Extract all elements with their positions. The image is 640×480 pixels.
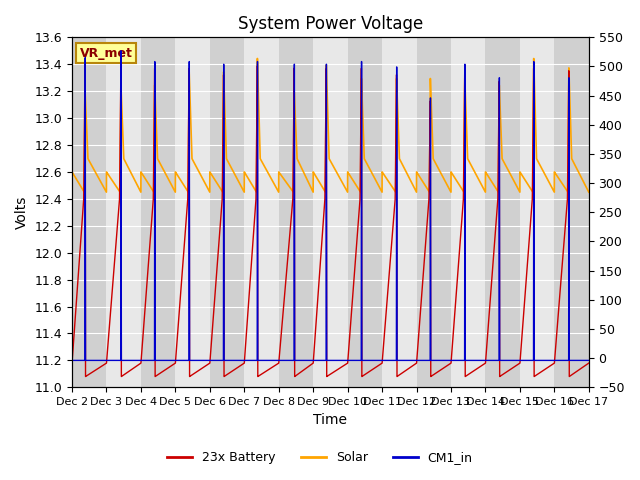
Bar (279, 37, 313, 387)
Text: VR_met: VR_met (80, 47, 132, 60)
Bar (72, 37, 106, 387)
Bar (554, 37, 589, 387)
Legend: 23x Battery, Solar, CM1_in: 23x Battery, Solar, CM1_in (163, 446, 477, 469)
Bar (417, 37, 451, 387)
Bar (210, 37, 244, 387)
Bar (141, 37, 175, 387)
Bar (485, 37, 520, 387)
X-axis label: Time: Time (314, 413, 348, 427)
Bar (348, 37, 382, 387)
Title: System Power Voltage: System Power Voltage (238, 15, 423, 33)
Y-axis label: Volts: Volts (15, 196, 29, 229)
